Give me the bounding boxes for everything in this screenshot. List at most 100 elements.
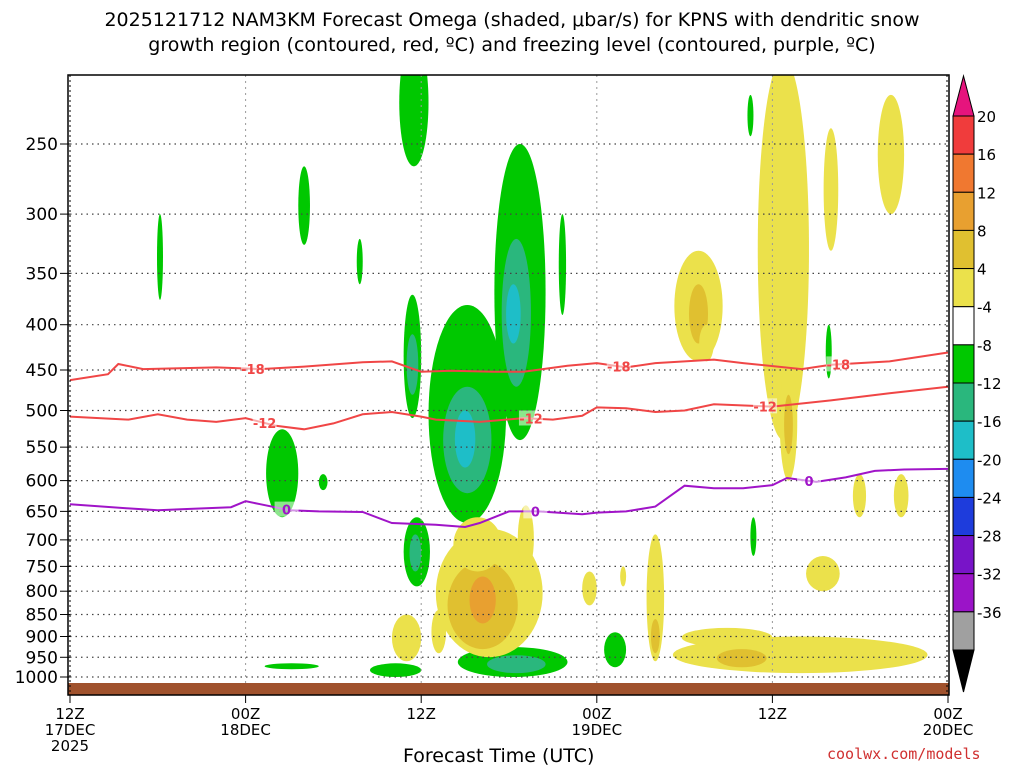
colorbar-bin: [952, 458, 975, 498]
omega-shaded-region: [784, 394, 793, 455]
y-tick-label: 250: [26, 135, 58, 155]
colorbar-label: -20: [977, 451, 1002, 469]
omega-shaded-region: [716, 649, 767, 668]
colorbar-label: 4: [977, 261, 987, 279]
colorbar-label: -12: [977, 375, 1002, 393]
omega-shaded-region: [453, 517, 502, 572]
y-tick-label: 750: [26, 557, 58, 577]
omega-shaded-region: [747, 94, 754, 137]
dgz-top-label: -18: [827, 358, 851, 373]
y-tick-label: 500: [26, 402, 58, 422]
colorbar-label: 12: [977, 184, 996, 202]
colorbar-bin: [952, 115, 975, 155]
dgz-top-contour: [69, 351, 949, 382]
x-axis-title: Forecast Time (UTC): [403, 745, 595, 767]
omega-shaded-region: [558, 214, 567, 315]
omega-shaded-region: [877, 94, 905, 215]
omega-shaded-region: [893, 474, 909, 518]
omega-shaded-region: [806, 556, 840, 592]
omega-shaded-region: [264, 663, 319, 670]
colorbar-bin: [952, 573, 975, 613]
x-tick-label: 00Z: [231, 705, 260, 723]
x-tick-label: 18DEC: [220, 721, 271, 739]
y-tick-label: 900: [26, 627, 58, 647]
omega-shaded-region: [582, 571, 597, 606]
colorbar-bin: [952, 420, 975, 460]
omega-shaded-region: [409, 534, 422, 572]
contour-label-backdrop: [518, 410, 543, 426]
omega-shaded-region: [356, 238, 363, 285]
contour-label-backdrop: [274, 501, 299, 517]
contour-label-backdrop: [606, 358, 631, 374]
y-tick-label: 550: [26, 438, 58, 458]
colorbar-label: -24: [977, 489, 1002, 507]
omega-shaded-region: [399, 75, 429, 167]
dgz-bottom-contour: [69, 385, 949, 431]
dgz-bottom-label: -12: [519, 412, 543, 427]
contour-label-backdrop: [826, 356, 851, 372]
colorbar-bin: [952, 535, 975, 575]
y-tick-label: 650: [26, 502, 58, 522]
y-tick-label: 450: [26, 361, 58, 381]
x-tick-label: 20DEC: [923, 721, 974, 739]
colorbar-label: -32: [977, 566, 1002, 584]
omega-shaded-region: [298, 166, 310, 245]
colorbar-label: -4: [977, 299, 992, 317]
dgz-bottom-label: -12: [753, 400, 777, 415]
credit-link[interactable]: coolwx.com/models: [827, 745, 981, 763]
y-tick-label: 600: [26, 472, 58, 492]
x-tick-label: 12Z: [55, 705, 84, 723]
colorbar-bin: [952, 268, 975, 308]
omega-shaded-region: [406, 334, 419, 395]
colorbar-bin: [952, 153, 975, 193]
colorbar-bottom-arrow: [952, 649, 975, 693]
omega-shaded-region: [487, 655, 546, 674]
x-tick-label: 00Z: [933, 705, 962, 723]
colorbar-bin: [952, 344, 975, 384]
omega-shaded-region: [266, 429, 299, 518]
plot-frame: [67, 74, 950, 696]
y-tick-label: 800: [26, 582, 58, 602]
omega-shaded-region: [391, 614, 422, 662]
y-tick-label: 400: [26, 316, 58, 336]
y-tick-label: 700: [26, 531, 58, 551]
colorbar-bin: [952, 191, 975, 231]
colorbar-label: -8: [977, 337, 992, 355]
x-tick-label: 00Z: [582, 705, 611, 723]
colorbar-label: 16: [977, 146, 996, 164]
omega-shaded-region: [650, 619, 660, 654]
omega-shaded-region: [699, 324, 714, 362]
x-tick-label: 12Z: [407, 705, 436, 723]
omega-shaded-region: [681, 627, 773, 648]
contour-label-backdrop: [523, 503, 548, 519]
y-tick-label: 300: [26, 205, 58, 225]
omega-shaded-region: [469, 576, 496, 624]
omega-shaded-region: [431, 609, 447, 654]
y-tick-label: 1000: [15, 668, 58, 688]
x-tick-label: 12Z: [758, 705, 787, 723]
freezing-level-label: 0: [282, 504, 291, 519]
x-tick-label: 2025: [51, 737, 89, 755]
contour-label-backdrop: [796, 472, 821, 488]
colorbar-label: 8: [977, 222, 987, 240]
chart-title-line-1: 2025121712 NAM3KM Forecast Omega (shaded…: [104, 9, 920, 31]
omega-shaded-region: [318, 474, 328, 491]
x-tick-label: 19DEC: [572, 721, 623, 739]
omega-shaded-region: [506, 284, 521, 344]
omega-shaded-region: [757, 75, 809, 441]
colorbar-bin: [952, 229, 975, 270]
omega-shaded-region: [454, 410, 476, 468]
ground-surface-strip: [68, 683, 949, 695]
freezing-level-label: 0: [531, 505, 540, 520]
omega-shaded-region: [517, 505, 534, 572]
omega-shaded-region: [369, 663, 422, 677]
contour-label-backdrop: [252, 414, 277, 430]
freezing-level-label: 0: [804, 475, 813, 490]
omega-shaded-region: [156, 214, 163, 300]
contour-label-backdrop: [240, 360, 265, 376]
omega-shaded-region: [852, 474, 867, 518]
colorbar-bin: [952, 382, 975, 422]
dgz-top-label: -18: [241, 363, 265, 378]
x-tick-label: 17DEC: [45, 721, 96, 739]
